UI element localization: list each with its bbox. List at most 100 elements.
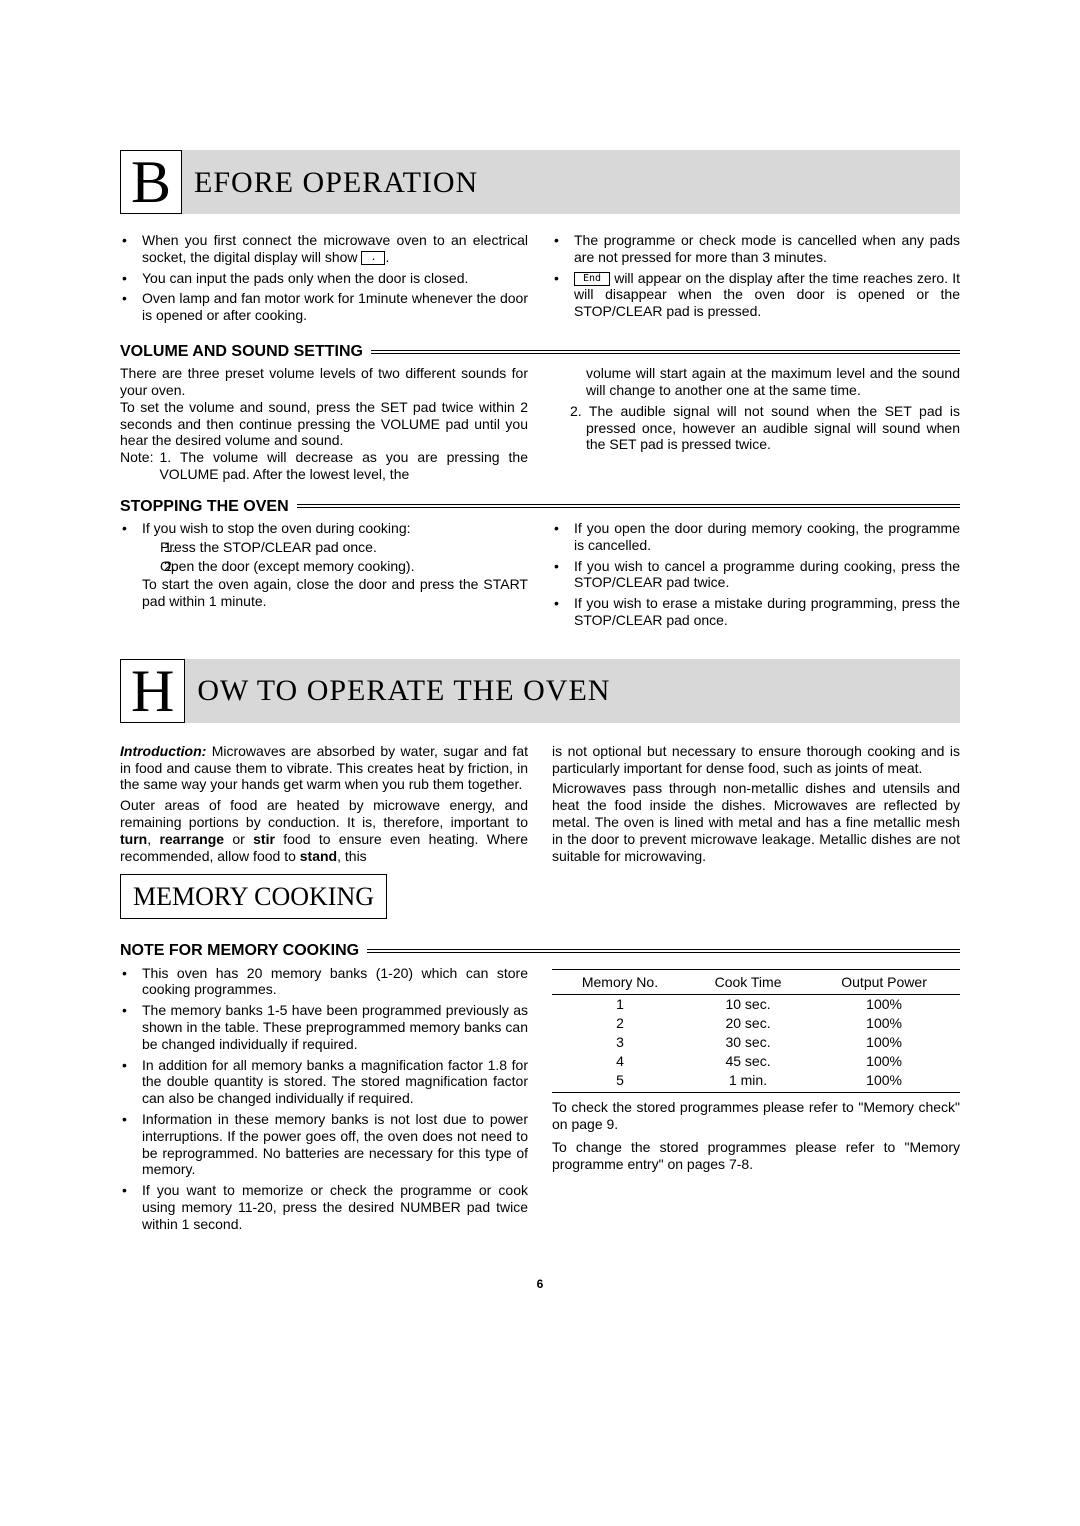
step: Press the STOP/CLEAR pad once. (142, 539, 528, 556)
memory-cooking-section: MEMORY COOKING (120, 864, 960, 927)
page-number: 6 (120, 1277, 960, 1291)
paragraph: Outer areas of food are heated by microw… (120, 797, 528, 864)
bullet: If you wish to cancel a programme during… (552, 558, 960, 592)
paragraph: volume will start again at the maximum l… (552, 365, 960, 399)
paragraph: is not optional but necessary to ensure … (552, 743, 960, 777)
note-row: Note: 1. The volume will decrease as you… (120, 449, 528, 483)
before-op-right: The programme or check mode is cancelled… (552, 232, 960, 328)
th: Cook Time (688, 969, 808, 995)
td: 5 (552, 1071, 688, 1093)
memory-table: Memory No. Cook Time Output Power 1 10 s… (552, 969, 960, 1094)
period: . (385, 249, 389, 265)
bullet: This oven has 20 memory banks (1-20) whi… (120, 965, 528, 999)
td: 45 sec. (688, 1052, 808, 1071)
td: 1 min. (688, 1071, 808, 1093)
bullet: Oven lamp and fan motor work for 1minute… (120, 290, 528, 324)
operate-columns: Introduction: Microwaves are absorbed by… (120, 743, 960, 865)
volume-right: volume will start again at the maximum l… (552, 365, 960, 483)
bullet: If you want to memorize or check the pro… (120, 1182, 528, 1232)
subhead-text: NOTE FOR MEMORY COOKING (120, 941, 359, 960)
rule-icon (297, 504, 960, 508)
intro-label: Introduction: (120, 743, 206, 759)
display-box-end: End (574, 272, 610, 286)
subhead-text: STOPPING THE OVEN (120, 497, 289, 516)
bullet: The programme or check mode is cancelled… (552, 232, 960, 266)
paragraph: To start the oven again, close the door … (142, 576, 528, 610)
bullet: If you open the door during memory cooki… (552, 520, 960, 554)
display-box-initial: . (361, 251, 385, 265)
td: 4 (552, 1052, 688, 1071)
th: Memory No. (552, 969, 688, 995)
bullet: Information in these memory banks is not… (120, 1111, 528, 1178)
table-row: 4 45 sec. 100% (552, 1052, 960, 1071)
bullet: The memory banks 1-5 have been programme… (120, 1002, 528, 1052)
paragraph: To change the stored programmes please r… (552, 1139, 960, 1173)
subhead-volume: VOLUME AND SOUND SETTING (120, 342, 960, 361)
stopping-left: If you wish to stop the oven during cook… (120, 520, 528, 633)
bullet: You can input the pads only when the doo… (120, 270, 528, 287)
note-body: 1. The volume will decrease as you are p… (159, 449, 528, 483)
paragraph: To check the stored programmes please re… (552, 1099, 960, 1133)
subhead-memory-note: NOTE FOR MEMORY COOKING (120, 941, 960, 960)
td: 100% (808, 995, 960, 1014)
before-operation-columns: When you first connect the microwave ove… (120, 232, 960, 328)
subhead-stopping: STOPPING THE OVEN (120, 497, 960, 516)
bullet: In addition for all memory banks a magni… (120, 1057, 528, 1107)
section-title-text: OW TO OPERATE THE OVEN (185, 659, 960, 723)
paragraph: Introduction: Microwaves are absorbed by… (120, 743, 528, 793)
table-row: 5 1 min. 100% (552, 1071, 960, 1093)
section-title-before-operation: B EFORE OPERATION (120, 150, 960, 214)
note-label: Note: (120, 449, 159, 483)
td: 100% (808, 1033, 960, 1052)
text: , (147, 831, 159, 847)
step: Open the door (except memory cooking). (142, 558, 528, 575)
dropcap-h: H (120, 659, 185, 723)
td: 100% (808, 1052, 960, 1071)
td: 10 sec. (688, 995, 808, 1014)
bullet: When you first connect the microwave ove… (120, 232, 528, 266)
operate-left: Introduction: Microwaves are absorbed by… (120, 743, 528, 865)
memory-left: This oven has 20 memory banks (1-20) whi… (120, 965, 528, 1237)
table-row: 3 30 sec. 100% (552, 1033, 960, 1052)
text: Outer areas of food are heated by microw… (120, 797, 528, 830)
stopping-right: If you open the door during memory cooki… (552, 520, 960, 633)
paragraph: There are three preset volume levels of … (120, 365, 528, 399)
before-op-left: When you first connect the microwave ove… (120, 232, 528, 328)
td: 100% (808, 1071, 960, 1093)
operate-right: is not optional but necessary to ensure … (552, 743, 960, 865)
dropcap-b: B (120, 150, 182, 214)
text: When you first connect the microwave ove… (142, 232, 528, 265)
paragraph: To set the volume and sound, press the S… (120, 399, 528, 449)
text: or (224, 831, 253, 847)
volume-columns: There are three preset volume levels of … (120, 365, 960, 483)
text: will appear on the display after the tim… (574, 270, 960, 320)
td: 2 (552, 1014, 688, 1033)
rule-icon (367, 949, 960, 953)
section-title-text: EFORE OPERATION (182, 150, 960, 214)
section-title-how-to-operate: H OW TO OPERATE THE OVEN (120, 659, 960, 723)
memory-columns: This oven has 20 memory banks (1-20) whi… (120, 965, 960, 1237)
volume-left: There are three preset volume levels of … (120, 365, 528, 483)
th: Output Power (808, 969, 960, 995)
memory-right: Memory No. Cook Time Output Power 1 10 s… (552, 965, 960, 1237)
rule-icon (371, 350, 960, 354)
paragraph: Microwaves pass through non-metallic dis… (552, 780, 960, 864)
bullet: End will appear on the display after the… (552, 270, 960, 320)
bold: stand (300, 848, 337, 864)
note2: 2. The audible signal will not sound whe… (568, 403, 960, 453)
td: 1 (552, 995, 688, 1014)
bullet: If you wish to stop the oven during cook… (120, 520, 528, 610)
stopping-columns: If you wish to stop the oven during cook… (120, 520, 960, 633)
td: 100% (808, 1014, 960, 1033)
memory-cooking-box: MEMORY COOKING (120, 874, 387, 919)
bold: rearrange (159, 831, 224, 847)
td: 20 sec. (688, 1014, 808, 1033)
text: If you wish to stop the oven during cook… (142, 520, 411, 536)
table-row: 1 10 sec. 100% (552, 995, 960, 1014)
bold: turn (120, 831, 147, 847)
bullet: If you wish to erase a mistake during pr… (552, 595, 960, 629)
subhead-text: VOLUME AND SOUND SETTING (120, 342, 363, 361)
td: 30 sec. (688, 1033, 808, 1052)
table-row: 2 20 sec. 100% (552, 1014, 960, 1033)
text: , this (337, 848, 367, 864)
